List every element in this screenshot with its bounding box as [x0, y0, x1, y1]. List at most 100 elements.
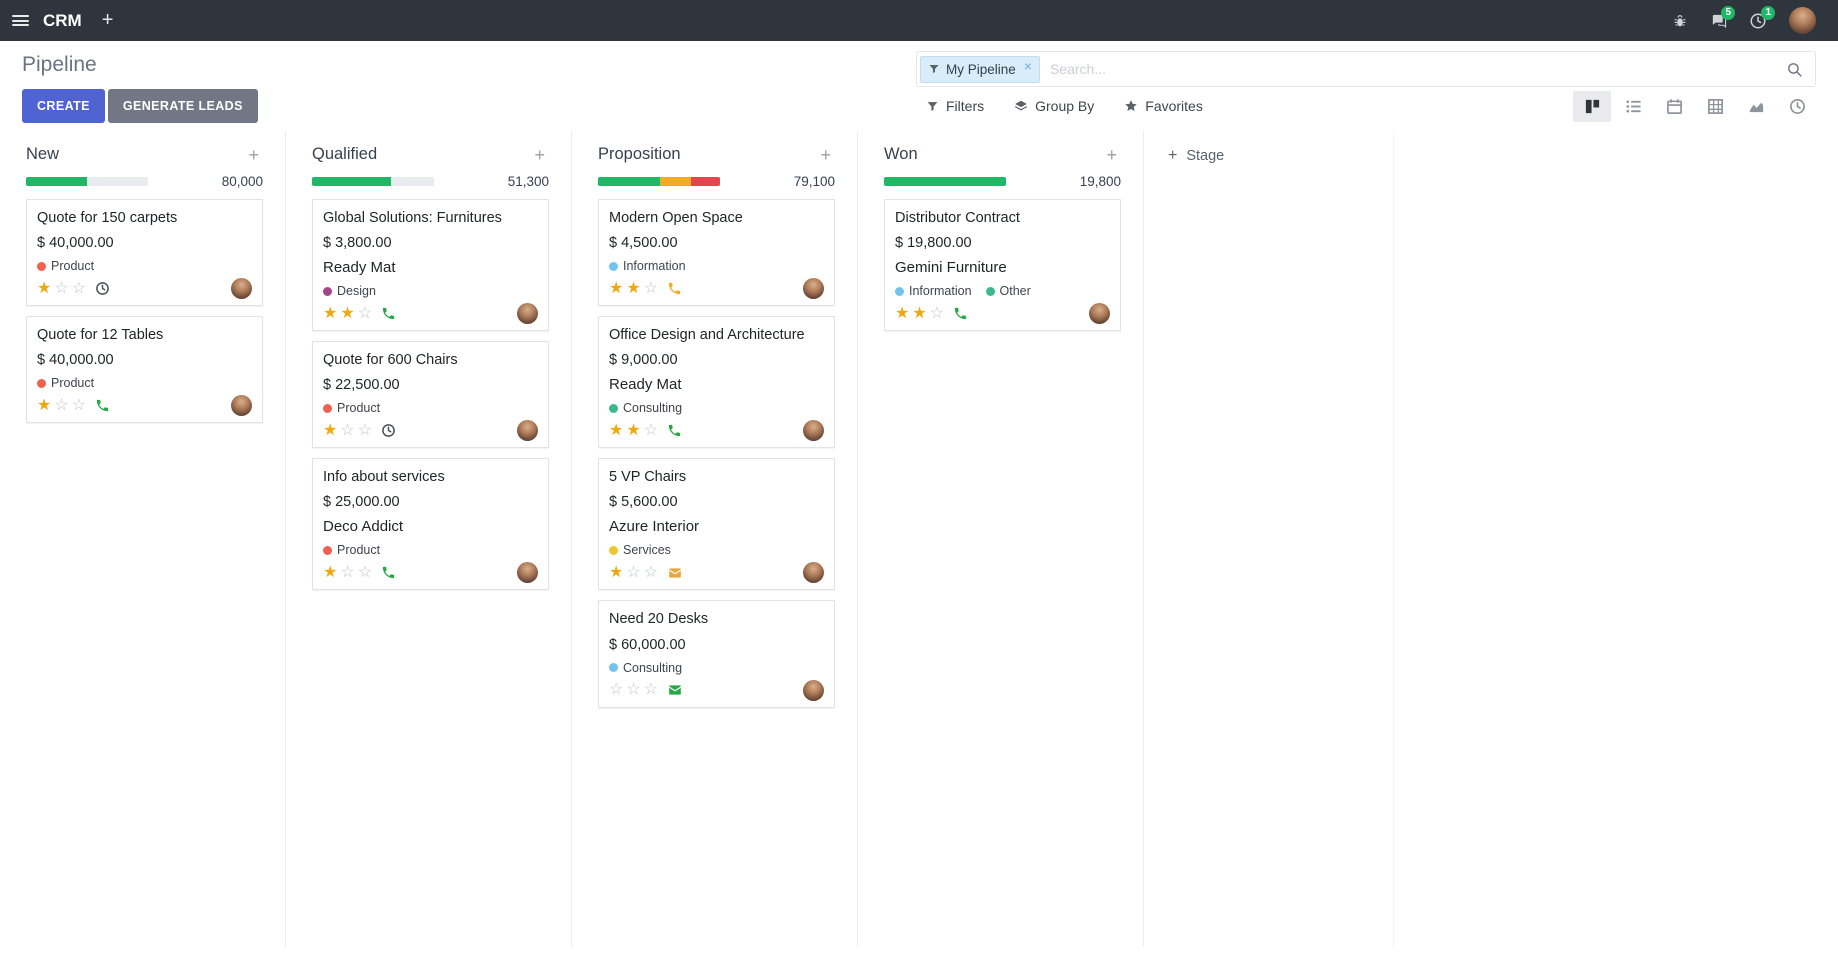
- app-name[interactable]: CRM: [43, 10, 82, 30]
- kanban-card[interactable]: Office Design and Architecture $ 9,000.00…: [598, 316, 835, 449]
- facet-remove-icon[interactable]: ×: [1023, 57, 1032, 74]
- star-empty-icon[interactable]: ☆: [71, 396, 87, 414]
- kanban-card[interactable]: Quote for 150 carpets $ 40,000.00 Product ★…: [26, 199, 263, 307]
- column-title[interactable]: Qualified: [312, 145, 378, 163]
- star-filled-icon[interactable]: ★: [37, 279, 52, 297]
- star-empty-icon[interactable]: ☆: [54, 396, 69, 414]
- priority-stars[interactable]: ★ ☆ ☆: [37, 396, 87, 414]
- view-switch-activity-icon[interactable]: [1778, 91, 1816, 122]
- salesperson-avatar[interactable]: [517, 562, 538, 584]
- star-empty-icon[interactable]: ☆: [609, 681, 624, 698]
- create-button[interactable]: CREATE: [22, 89, 105, 123]
- activities-clock-icon[interactable]: 1: [1739, 5, 1777, 37]
- salesperson-avatar[interactable]: [803, 562, 824, 584]
- phone-activity-icon[interactable]: [381, 565, 396, 580]
- apps-menu-button[interactable]: [0, 0, 41, 41]
- star-filled-icon[interactable]: ★: [323, 563, 338, 581]
- group-by-menu-button[interactable]: Group By: [1014, 94, 1094, 118]
- kanban-card[interactable]: Quote for 12 Tables $ 40,000.00 Product ★ ☆ ☆: [26, 316, 263, 424]
- priority-stars[interactable]: ★ ☆ ☆: [323, 563, 373, 581]
- clock-activity-icon[interactable]: [95, 281, 110, 296]
- kanban-card[interactable]: Quote for 600 Chairs $ 22,500.00 Product ★ ☆…: [312, 341, 549, 449]
- salesperson-avatar[interactable]: [517, 303, 538, 325]
- kanban-card[interactable]: Modern Open Space $ 4,500.00 Information ★ ★…: [598, 199, 835, 307]
- user-menu-button[interactable]: [1779, 0, 1826, 41]
- quick-create-button[interactable]: +: [90, 0, 126, 41]
- star-empty-icon[interactable]: ☆: [643, 681, 659, 698]
- kanban-card[interactable]: Global Solutions: Furnitures $ 3,800.00 Re…: [312, 199, 549, 332]
- phone-activity-icon[interactable]: [667, 281, 682, 296]
- salesperson-avatar[interactable]: [231, 395, 252, 417]
- star-filled-icon[interactable]: ★: [626, 279, 641, 297]
- star-empty-icon[interactable]: ☆: [54, 279, 69, 297]
- filters-menu-button[interactable]: Filters: [926, 94, 984, 118]
- search-icon[interactable]: [1777, 61, 1812, 78]
- kanban-card[interactable]: 5 VP Chairs $ 5,600.00 Azure Interior Servi…: [598, 458, 835, 591]
- salesperson-avatar[interactable]: [231, 278, 252, 300]
- star-empty-icon[interactable]: ☆: [643, 421, 659, 439]
- star-empty-icon[interactable]: ☆: [626, 563, 641, 581]
- kanban-card[interactable]: Info about services $ 25,000.00 Deco Addic…: [312, 458, 549, 591]
- salesperson-avatar[interactable]: [803, 420, 824, 442]
- star-filled-icon[interactable]: ★: [323, 421, 338, 439]
- salesperson-avatar[interactable]: [517, 420, 538, 442]
- column-title[interactable]: New: [26, 145, 60, 163]
- mail-activity-icon[interactable]: [667, 683, 683, 697]
- view-switch-kanban-icon[interactable]: [1573, 90, 1611, 122]
- add-stage-button[interactable]: + Stage: [1162, 147, 1230, 165]
- search-bar[interactable]: My Pipeline ×: [916, 51, 1816, 87]
- view-switch-list-icon[interactable]: [1614, 91, 1652, 122]
- column-quick-add-button[interactable]: +: [816, 146, 835, 164]
- salesperson-avatar[interactable]: [803, 278, 824, 300]
- star-empty-icon[interactable]: ☆: [643, 279, 659, 297]
- star-empty-icon[interactable]: ☆: [340, 563, 355, 581]
- view-switch-pivot-icon[interactable]: [1696, 91, 1734, 122]
- salesperson-avatar[interactable]: [803, 679, 824, 701]
- star-filled-icon[interactable]: ★: [609, 421, 624, 439]
- priority-stars[interactable]: ★ ★ ☆: [609, 421, 659, 439]
- priority-stars[interactable]: ★ ★ ☆: [323, 304, 372, 322]
- priority-stars[interactable]: ★ ★ ☆: [895, 304, 945, 322]
- star-filled-icon[interactable]: ★: [912, 304, 927, 322]
- kanban-card[interactable]: Need 20 Desks $ 60,000.00 Consulting ☆ ☆ ☆: [598, 600, 835, 708]
- priority-stars[interactable]: ★ ☆ ☆: [323, 421, 373, 439]
- priority-stars[interactable]: ★ ☆ ☆: [37, 279, 87, 297]
- mail-activity-icon[interactable]: [667, 566, 683, 580]
- favorites-menu-button[interactable]: Favorites: [1124, 94, 1203, 118]
- column-progressbar[interactable]: [598, 177, 720, 186]
- clock-activity-icon[interactable]: [381, 423, 396, 438]
- search-facet[interactable]: My Pipeline ×: [920, 55, 1040, 83]
- column-quick-add-button[interactable]: +: [1102, 146, 1121, 164]
- phone-activity-icon[interactable]: [953, 306, 968, 321]
- view-switch-calendar-icon[interactable]: [1655, 91, 1693, 122]
- column-progressbar[interactable]: [26, 177, 148, 186]
- search-input[interactable]: [1039, 61, 1777, 77]
- messages-icon[interactable]: 5: [1700, 5, 1737, 36]
- view-switch-graph-icon[interactable]: [1737, 91, 1775, 122]
- column-quick-add-button[interactable]: +: [530, 146, 549, 164]
- star-filled-icon[interactable]: ★: [340, 304, 355, 322]
- column-progressbar[interactable]: [884, 177, 1006, 186]
- star-filled-icon[interactable]: ★: [895, 304, 910, 322]
- star-filled-icon[interactable]: ★: [37, 396, 52, 414]
- generate-leads-button[interactable]: GENERATE LEADS: [107, 89, 258, 123]
- star-empty-icon[interactable]: ☆: [643, 563, 659, 581]
- column-title[interactable]: Proposition: [598, 145, 681, 163]
- priority-stars[interactable]: ★ ☆ ☆: [609, 563, 659, 581]
- phone-activity-icon[interactable]: [381, 306, 396, 321]
- star-empty-icon[interactable]: ☆: [357, 563, 373, 581]
- star-empty-icon[interactable]: ☆: [357, 421, 373, 439]
- priority-stars[interactable]: ☆ ☆ ☆: [609, 682, 658, 698]
- star-filled-icon[interactable]: ★: [609, 563, 624, 581]
- star-empty-icon[interactable]: ☆: [71, 279, 87, 297]
- star-empty-icon[interactable]: ☆: [929, 304, 945, 322]
- salesperson-avatar[interactable]: [1089, 303, 1110, 325]
- column-quick-add-button[interactable]: +: [244, 146, 263, 164]
- phone-activity-icon[interactable]: [667, 423, 682, 438]
- star-filled-icon[interactable]: ★: [626, 421, 641, 439]
- column-progressbar[interactable]: [312, 177, 434, 186]
- star-empty-icon[interactable]: ☆: [626, 681, 641, 698]
- phone-activity-icon[interactable]: [95, 398, 110, 413]
- star-filled-icon[interactable]: ★: [323, 304, 338, 322]
- star-filled-icon[interactable]: ★: [609, 279, 624, 297]
